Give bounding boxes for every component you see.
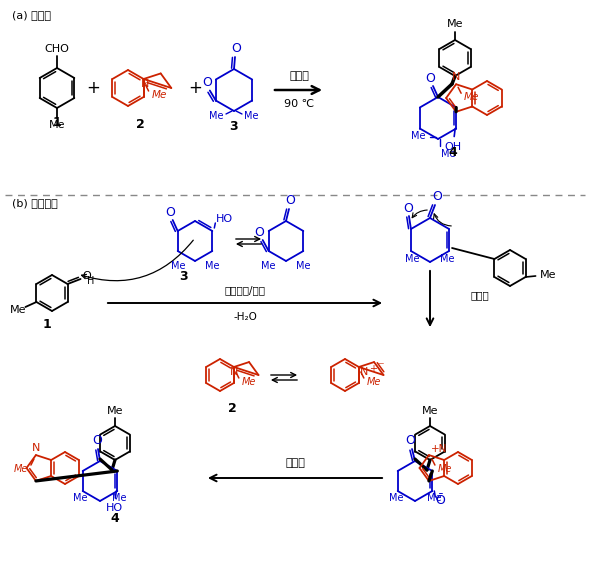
Text: Me: Me [422, 406, 438, 416]
Text: CHO: CHO [45, 44, 70, 54]
Text: +: + [369, 364, 377, 374]
Text: 2: 2 [136, 118, 145, 131]
Text: Me: Me [74, 493, 88, 503]
Text: Me: Me [447, 19, 463, 29]
Text: Me: Me [205, 261, 219, 271]
Text: O: O [425, 72, 435, 85]
Text: 2: 2 [228, 402, 237, 415]
Text: Me: Me [49, 120, 65, 130]
Text: +: + [188, 79, 202, 97]
Text: Me: Me [242, 377, 256, 387]
Text: +: + [86, 79, 100, 97]
Text: H: H [87, 276, 94, 286]
Text: (a) 反应式: (a) 反应式 [12, 10, 51, 20]
Text: Me: Me [367, 377, 381, 387]
Text: Me: Me [438, 464, 453, 474]
Text: O: O [255, 226, 265, 239]
Text: 无溶剂: 无溶剂 [289, 71, 309, 81]
Text: -H₂O: -H₂O [233, 312, 257, 322]
Text: 1: 1 [42, 319, 51, 332]
Text: Me: Me [261, 261, 276, 271]
Text: HO: HO [106, 503, 123, 513]
Text: O: O [166, 205, 176, 219]
Text: 3: 3 [230, 121, 238, 133]
Text: 亲核加成/消除: 亲核加成/消除 [225, 285, 266, 295]
Text: HO: HO [217, 214, 234, 224]
Text: Me: Me [405, 254, 420, 264]
Text: Me: Me [296, 261, 310, 271]
Text: Me: Me [427, 493, 441, 503]
Text: N: N [32, 443, 40, 453]
Text: O: O [405, 435, 415, 447]
Text: +N: +N [431, 444, 447, 454]
Text: Me: Me [152, 90, 167, 100]
Text: (b) 反应历程: (b) 反应历程 [12, 198, 58, 208]
Text: 4: 4 [111, 512, 119, 524]
Text: Ō: Ō [435, 495, 445, 507]
Text: O: O [82, 271, 91, 281]
Text: Me: Me [107, 406, 123, 416]
Text: ⁻: ⁻ [377, 360, 384, 373]
Text: N: N [452, 72, 460, 82]
Text: 3: 3 [179, 269, 187, 282]
Text: O: O [202, 76, 212, 89]
Text: O: O [92, 435, 102, 447]
Text: Me: Me [10, 305, 27, 315]
Text: 苓构化: 苓构化 [285, 458, 305, 468]
Text: 中间体: 中间体 [471, 290, 489, 300]
Text: Me: Me [171, 261, 185, 271]
Text: Me: Me [112, 493, 126, 503]
Text: Me: Me [388, 493, 403, 503]
Text: O: O [403, 202, 413, 215]
Text: Me: Me [14, 464, 28, 474]
Text: O: O [432, 191, 442, 203]
Text: N: N [140, 79, 149, 89]
Text: Me: Me [540, 270, 556, 280]
Text: Me: Me [411, 131, 426, 141]
Text: Me: Me [464, 92, 480, 102]
Text: N: N [360, 367, 368, 377]
Text: 4: 4 [448, 145, 457, 159]
Text: OH: OH [445, 142, 462, 152]
Text: Me: Me [440, 254, 454, 264]
Text: N: N [230, 367, 238, 377]
Text: 1: 1 [53, 115, 61, 129]
Text: O: O [285, 195, 295, 208]
Text: Me: Me [209, 111, 224, 121]
Text: 90 ℃: 90 ℃ [284, 99, 314, 109]
Text: Me: Me [244, 111, 258, 121]
Text: O: O [231, 42, 241, 55]
Text: Me: Me [441, 149, 455, 159]
